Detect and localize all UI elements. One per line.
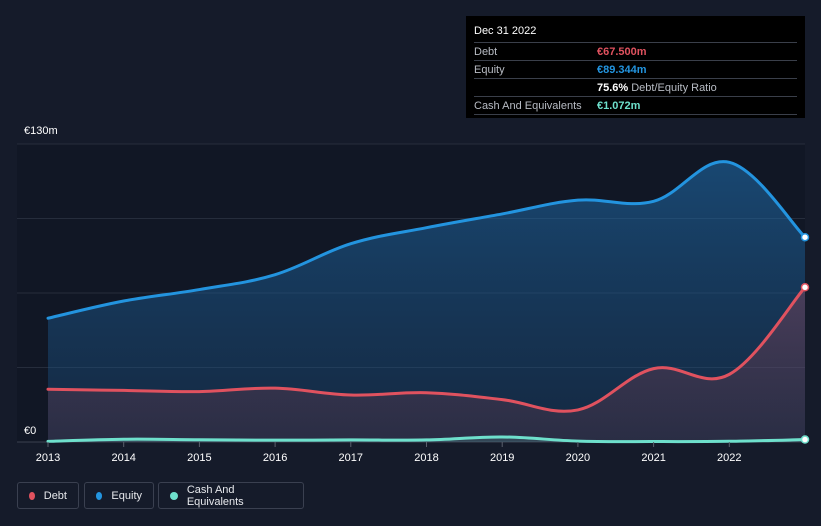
tooltip-debt-label: Debt [474,45,498,58]
x-tick-label: 2022 [717,452,741,464]
tooltip-row-debt: Debt €67.500m [474,42,797,60]
cash-line [46,435,807,444]
x-tick-label: 2014 [111,452,135,464]
equity-area [48,161,805,442]
legend-item-equity[interactable]: Equity [84,482,154,509]
tooltip-ratio-label: Debt/Equity Ratio [631,81,717,94]
legend-equity-label: Equity [111,489,142,502]
tooltip-cash-value: €1.072m [597,99,641,112]
debt-line [46,285,807,413]
tooltip-equity-label: Equity [474,63,505,76]
tooltip-ratio-value: 75.6% [597,81,629,94]
y-tick-label-max: €130m [24,125,58,137]
tooltip-cash-label: Cash And Equivalents [474,99,582,112]
equity-end-marker [800,232,810,242]
debt-legend-dot-icon [29,491,35,500]
tooltip-debt-value: €67.500m [597,45,647,58]
x-tick-label: 2020 [566,452,590,464]
tooltip-equity-value: €89.344m [597,63,647,76]
x-tick-label: 2017 [339,452,363,464]
x-tick-label: 2015 [187,452,211,464]
debt-end-marker [800,283,810,292]
legend-debt-label: Debt [43,489,67,502]
cash-end-marker [800,435,810,444]
cash-legend-dot-icon [170,491,178,500]
legend-item-debt[interactable]: Debt [17,482,79,509]
series-lines [46,160,807,444]
x-tick-label: 2021 [641,452,665,464]
y-tick-label-zero: €0 [24,425,37,437]
x-tick-label: 2013 [36,452,60,464]
x-axis-ticks: 2013 2014 2015 2016 2017 2018 2019 2020 2021 2022 [36,442,742,464]
tooltip-row-cash: Cash And Equivalents €1.072m [474,96,797,115]
equity-line [46,160,807,320]
equity-legend-dot-icon [96,491,103,500]
tooltip-row-ratio: 75.6% Debt/Equity Ratio [474,78,797,96]
tooltip-date: Dec 31 2022 [474,25,537,37]
x-tick-label: 2018 [414,452,438,464]
x-tick-label: 2016 [263,452,287,464]
legend-cash-label: Cash And Equivalents [186,483,244,508]
series-end-markers [800,232,810,444]
tooltip-row-equity: Equity €89.344m [474,60,797,78]
x-tick-label: 2019 [490,452,514,464]
debt-area [48,287,805,442]
tooltip: Dec 31 2022 Debt €67.500m Equity €89.344… [466,16,805,118]
legend-item-cash[interactable]: Cash And Equivalents [158,482,304,509]
